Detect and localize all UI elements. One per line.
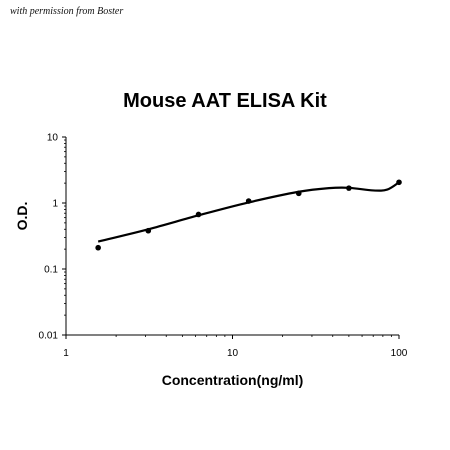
- data-point: [145, 227, 152, 234]
- data-point: [295, 190, 302, 197]
- chart-title: Mouse AAT ELISA Kit: [123, 90, 327, 112]
- data-point: [396, 179, 402, 186]
- y-tick-label: 0.01: [39, 331, 59, 342]
- data-point: [245, 198, 252, 204]
- axes: [65, 137, 399, 336]
- y-tick-label: 10: [47, 133, 59, 144]
- x-tick-label: 1: [63, 348, 69, 359]
- y-tick-label: 0.1: [44, 265, 58, 276]
- watermark-text: with permission from Boster: [10, 6, 124, 17]
- x-tick-label: 100: [391, 348, 408, 359]
- data-points-layer: [95, 179, 402, 251]
- x-axis-label: Concentration(ng/ml): [161, 372, 304, 388]
- x-tick-label: 10: [227, 348, 239, 359]
- fit-curve-layer: [97, 181, 400, 243]
- y-tick-label: 1: [52, 199, 58, 210]
- fit-curve-line: [97, 181, 400, 243]
- data-point: [195, 211, 202, 218]
- data-point: [95, 244, 101, 251]
- ticks: 10 1 0.1 0.01 1 10 100: [39, 133, 408, 360]
- data-point: [346, 185, 352, 191]
